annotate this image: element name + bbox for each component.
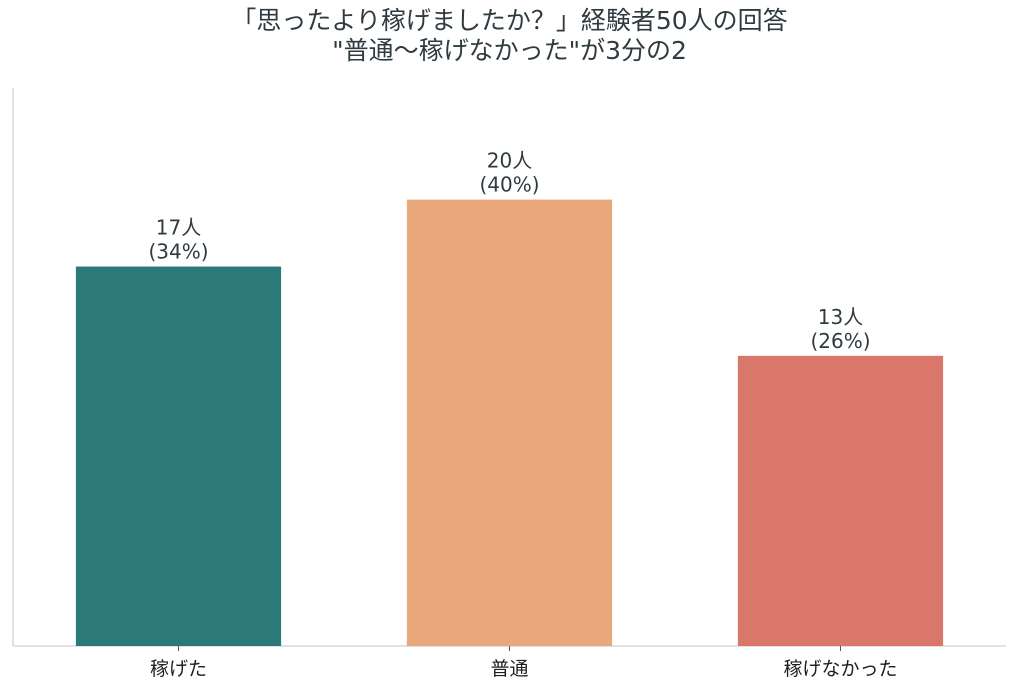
x-tick-label-2: 普通 bbox=[490, 658, 528, 680]
bar-value-label-2: 20人 bbox=[487, 149, 532, 173]
bar-percent-label-3: (26%) bbox=[810, 329, 870, 353]
bar-1 bbox=[75, 266, 282, 646]
chart-subtitle: "普通〜稼げなかった"が3分の2 bbox=[332, 36, 687, 65]
x-tick-label-1: 稼げた bbox=[150, 658, 207, 680]
bar-percent-label-1: (34%) bbox=[148, 240, 208, 264]
bar-value-label-1: 17人 bbox=[156, 216, 201, 240]
bar-value-label-3: 13人 bbox=[818, 305, 863, 329]
bar-3 bbox=[737, 355, 944, 646]
chart-title: 「思ったより稼げましたか？」経験者50人の回答 bbox=[231, 6, 788, 35]
chart-title-block: 「思ったより稼げましたか？」経験者50人の回答 "普通〜稼げなかった"が3分の2 bbox=[0, 6, 1019, 66]
x-tick-label-3: 稼げなかった bbox=[783, 658, 897, 680]
bar-percent-label-2: (40%) bbox=[479, 173, 539, 197]
bar-2 bbox=[406, 199, 613, 646]
